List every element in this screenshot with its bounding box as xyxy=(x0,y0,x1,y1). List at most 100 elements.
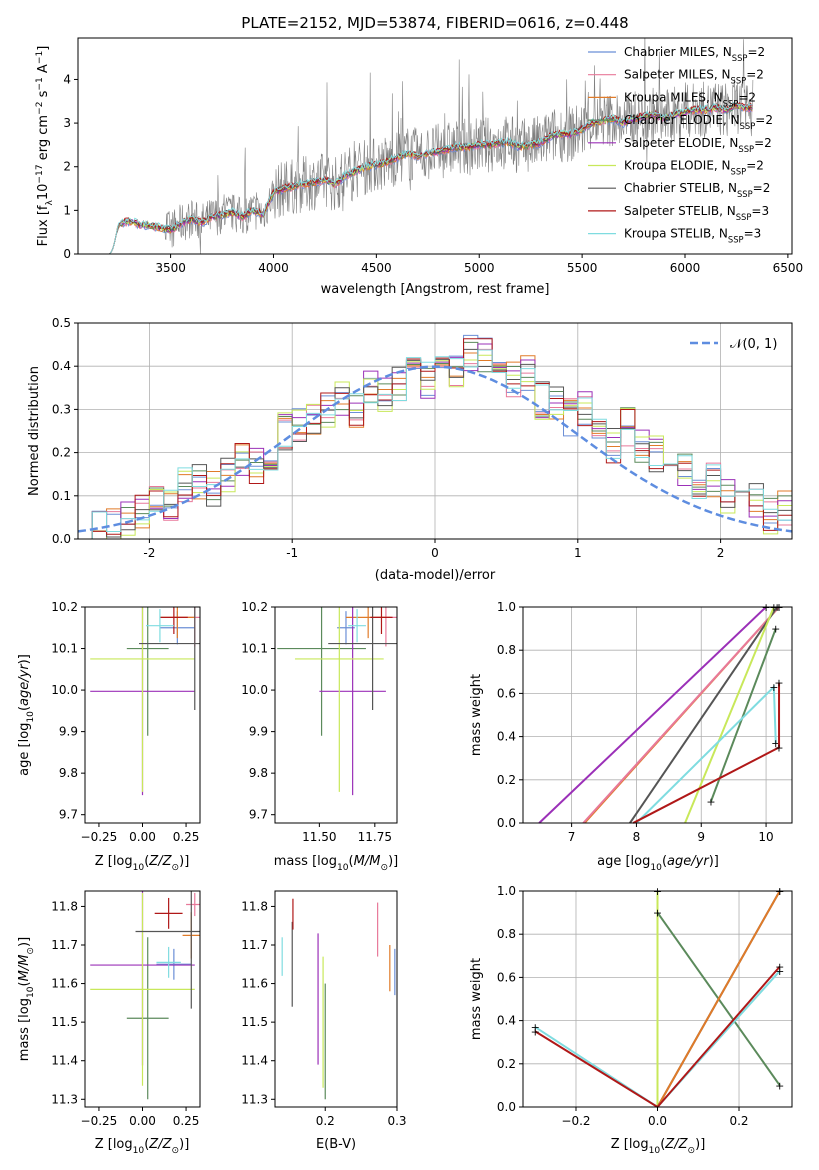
weight-line-5 xyxy=(684,606,775,824)
x-tick-label: 6500 xyxy=(773,261,804,275)
mass-vs-EBV-panel: 0.2 0.3 11.3 11.4 11.5 11.6 11.7 11.8 E(B-V) xyxy=(241,890,407,1152)
legend-label: Chabrier ELODIE, NSSP=2 xyxy=(624,113,773,131)
weight-marker: + xyxy=(775,965,784,978)
x-tick-label: 0.00 xyxy=(129,830,156,844)
y-tick-label: 0.6 xyxy=(497,686,516,700)
x-axis-label: (data-model)/error xyxy=(375,568,496,583)
weight-marker: + xyxy=(775,961,784,974)
x-tick-label: 5000 xyxy=(464,261,495,275)
axes-frame xyxy=(522,606,793,824)
y-tick-label: 4 xyxy=(63,72,71,86)
x-tick-label: 8 xyxy=(633,830,641,844)
model-spectrum-8 xyxy=(108,101,753,254)
legend-label: Salpeter MILES, NSSP=2 xyxy=(624,68,764,86)
weight-vs-age-panel: + ++++++++++ 7 8 9 10 0.0 0.2 0.4 0.6 0.8 1.0 age [l… xyxy=(469,600,793,873)
mass-vs-Z-panel: −0.25 0.00 0.25 11.3 11.4 11.5 11.6 11.7 11.8 Z [… xyxy=(17,890,201,1156)
legend-label: 𝒩(0, 1) xyxy=(730,337,777,352)
y-tick-label: 0.2 xyxy=(52,446,71,460)
y-tick-label: 0 xyxy=(63,247,71,261)
x-axis-label: Z [log10(Z/Z⊙)] xyxy=(95,854,190,873)
weight-marker: + xyxy=(771,737,780,750)
x-tick-label: 4000 xyxy=(258,261,289,275)
x-tick-label: 11.75 xyxy=(358,830,392,844)
plot-area xyxy=(90,891,200,1100)
plot-area: + ++++++++++ xyxy=(538,601,784,824)
plot-area xyxy=(90,607,200,796)
y-tick-label: 11.5 xyxy=(51,1015,78,1029)
y-tick-label: 0.4 xyxy=(497,730,516,744)
y-tick-label: 10.1 xyxy=(241,642,268,656)
y-tick-label: 0.0 xyxy=(497,816,516,830)
x-tick-label: 3500 xyxy=(155,261,186,275)
y-tick-label: 11.6 xyxy=(51,977,78,991)
y-tick-label: 9.9 xyxy=(59,725,78,739)
y-tick-label: 10.0 xyxy=(51,683,78,697)
plot-area xyxy=(281,898,396,1100)
x-tick-label: 5500 xyxy=(567,261,598,275)
weight-line-3 xyxy=(710,628,777,802)
age-vs-mass-panel: 11.50 11.75 9.7 9.8 9.9 10.0 10.1 10.2 mass [log… xyxy=(241,600,398,873)
y-tick-label: 0.0 xyxy=(52,532,71,546)
y-tick-label: 10.1 xyxy=(51,642,78,656)
x-tick-label: 0.0 xyxy=(648,1114,667,1128)
y-tick-label: 0.8 xyxy=(497,927,516,941)
x-tick-label: 0.25 xyxy=(173,1114,200,1128)
weight-line-2 xyxy=(656,890,781,1108)
x-axis-label: age [log10(age/yr)] xyxy=(597,854,719,873)
x-axis-label: Z [log10(Z/Z⊙)] xyxy=(95,1137,190,1156)
y-tick-label: 9.7 xyxy=(59,808,78,822)
weight-marker: + xyxy=(706,795,715,808)
weight-line-7 xyxy=(632,682,781,824)
axes-frame xyxy=(77,322,793,540)
y-tick-label: 11.4 xyxy=(51,1054,78,1068)
x-tick-label: 7 xyxy=(568,830,576,844)
x-tick-label: 10 xyxy=(758,830,773,844)
chart-layer: 3500 4000 4500 5000 5500 6000 6500 0 1 2 3 4 Chabrie… xyxy=(17,37,804,1156)
x-axis-label: mass [log10(M/M⊙)] xyxy=(274,854,398,873)
axes-frame xyxy=(522,890,793,1108)
axes-frame xyxy=(84,606,201,824)
x-tick-label: 0.25 xyxy=(173,830,200,844)
weight-marker: + xyxy=(653,907,662,920)
y-axis-label: Normed distribution xyxy=(27,366,42,496)
axes-frame xyxy=(84,890,201,1108)
y-tick-label: 11.6 xyxy=(241,977,268,991)
legend-label: Salpeter ELODIE, NSSP=2 xyxy=(624,136,772,154)
y-tick-label: 0.4 xyxy=(52,359,71,373)
legend-label: Chabrier STELIB, NSSP=2 xyxy=(624,181,770,199)
legend-label: Salpeter STELIB, NSSP=3 xyxy=(624,204,769,222)
y-tick-label: 9.8 xyxy=(249,766,268,780)
weight-marker: + xyxy=(774,741,783,754)
weight-marker: + xyxy=(775,1079,784,1092)
y-tick-label: 10.0 xyxy=(241,683,268,697)
y-axis-label: mass weight xyxy=(469,674,484,756)
y-tick-label: 0.1 xyxy=(52,489,71,503)
residual-histogram-8 xyxy=(78,349,792,539)
weight-marker: + xyxy=(774,677,783,690)
y-axis-label: Flux [fλ10−17 erg cm−2 s−1 A−1] xyxy=(35,46,55,247)
x-tick-label: 6000 xyxy=(670,261,701,275)
spectrum-panel: 3500 4000 4500 5000 5500 6000 6500 0 1 2 3 4 Chabrie… xyxy=(35,37,804,297)
weight-line-8 xyxy=(635,684,777,824)
y-tick-label: 1.0 xyxy=(497,884,516,898)
legend-label: Chabrier MILES, NSSP=2 xyxy=(624,45,765,63)
weight-marker: + xyxy=(771,623,780,636)
y-tick-label: 11.5 xyxy=(241,1015,268,1029)
axes-frame xyxy=(77,37,793,255)
y-tick-label: 9.8 xyxy=(59,766,78,780)
x-tick-label: 0 xyxy=(431,546,439,560)
x-tick-label: 1 xyxy=(574,546,582,560)
weight-line-6 xyxy=(629,606,778,824)
x-tick-label: 4500 xyxy=(361,261,392,275)
weight-line-4 xyxy=(538,606,767,824)
y-tick-label: 0.3 xyxy=(52,402,71,416)
y-tick-label: 0.5 xyxy=(52,316,71,330)
y-axis-label: mass [log10(M/M⊙)] xyxy=(17,937,36,1061)
plot-area xyxy=(78,334,792,539)
x-tick-label: 0.3 xyxy=(387,1114,406,1128)
y-tick-label: 0.8 xyxy=(497,643,516,657)
weight-line-1 xyxy=(582,606,780,824)
x-tick-label: 0.00 xyxy=(129,1114,156,1128)
y-tick-label: 9.9 xyxy=(249,725,268,739)
